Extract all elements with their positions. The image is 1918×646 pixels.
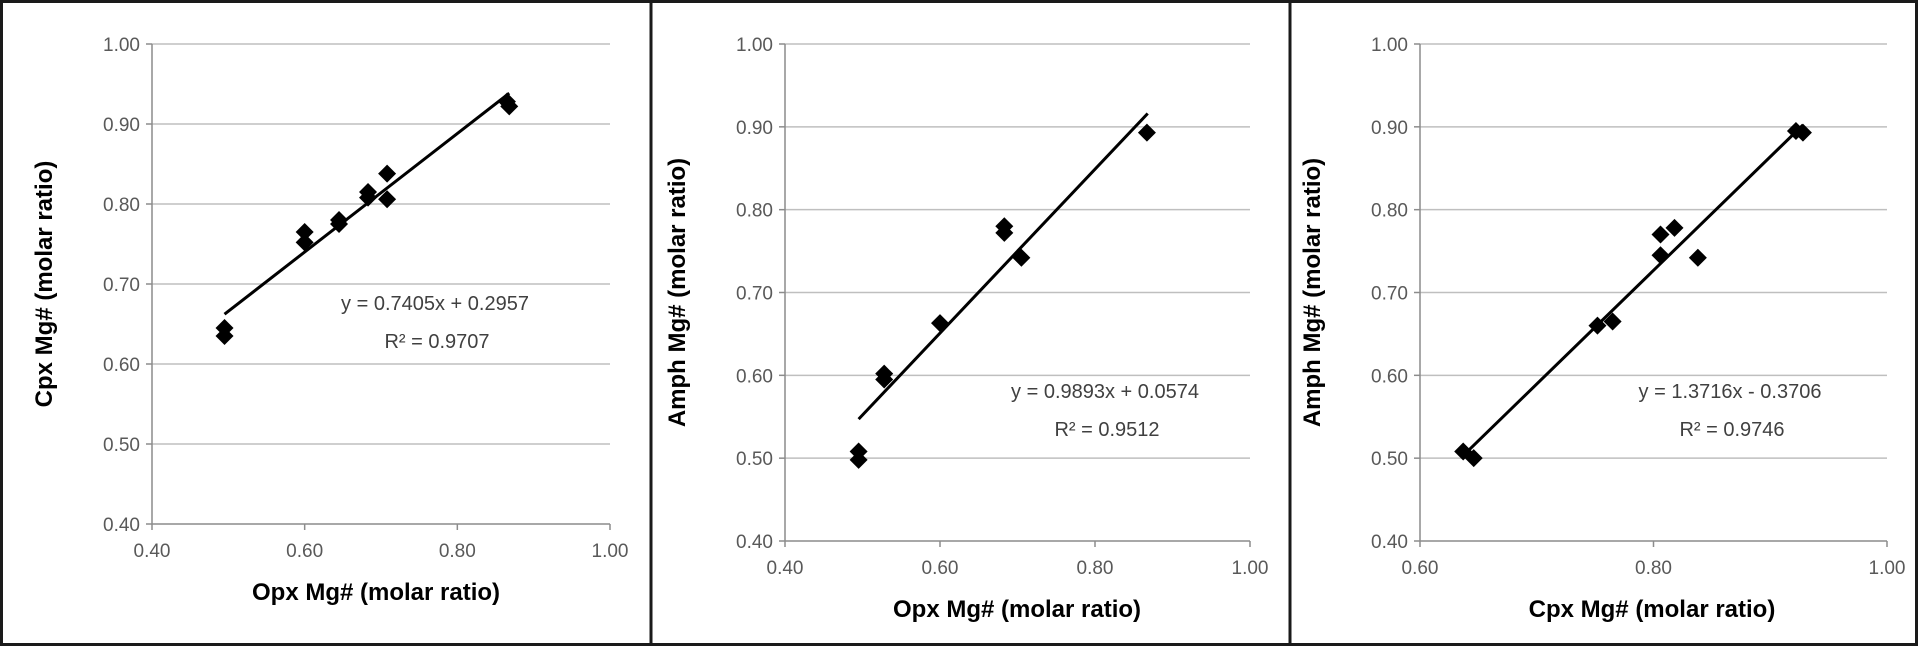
- trendline: [1462, 123, 1804, 457]
- x-tick-label: 1.00: [1869, 558, 1906, 579]
- data-point: [215, 327, 234, 345]
- x-tick-label: 0.40: [134, 541, 171, 562]
- y-tick-label: 0.90: [736, 118, 773, 139]
- data-point: [1012, 248, 1031, 267]
- data-point: [875, 370, 894, 389]
- x-axis-title: Opx Mg# (molar ratio): [252, 579, 500, 606]
- y-tick-label: 0.50: [103, 435, 140, 456]
- x-axis-title: Cpx Mg# (molar ratio): [1529, 596, 1776, 623]
- data-point: [1464, 449, 1483, 468]
- trendline-equation: y = 0.9893x + 0.0574: [1011, 381, 1199, 403]
- data-point: [1665, 218, 1684, 237]
- x-tick-label: 0.40: [767, 558, 804, 579]
- y-tick-label: 0.70: [103, 275, 140, 296]
- chart-panel-3: 0.40 0.50 0.60 0.70 0.80 0.90 1.00 0.60 0.80 1.00…: [1299, 35, 1905, 623]
- y-tick-label: 0.50: [1371, 449, 1408, 470]
- y-tick-label: 0.60: [103, 355, 140, 376]
- x-axis-title: Opx Mg# (molar ratio): [893, 596, 1141, 623]
- y-tick-label: 0.80: [1371, 201, 1408, 222]
- trendline-equation: y = 0.7405x + 0.2957: [341, 293, 529, 315]
- data-point: [1588, 316, 1607, 335]
- r-squared-label: R² = 0.9746: [1679, 419, 1784, 441]
- y-tick-label: 0.90: [1371, 118, 1408, 139]
- data-point: [378, 190, 397, 209]
- y-tick-label: 0.50: [736, 449, 773, 470]
- trendline-equation: y = 1.3716x - 0.3706: [1639, 381, 1822, 403]
- x-tick-label: 0.80: [1077, 558, 1114, 579]
- data-point: [378, 164, 397, 183]
- data-point: [500, 97, 519, 116]
- chart-panel-1: 0.40 0.50 0.60 0.70 0.80 0.90 1.00 0.40 0.60 0.80…: [31, 35, 628, 606]
- data-point: [1793, 123, 1812, 142]
- y-tick-label: 0.90: [103, 115, 140, 136]
- data-point: [1603, 312, 1622, 331]
- r-squared-label: R² = 0.9512: [1054, 419, 1159, 441]
- x-tick-label: 0.60: [922, 558, 959, 579]
- data-point: [995, 223, 1014, 242]
- y-axis-title: Amph Mg# (molar ratio): [664, 158, 691, 427]
- data-point: [931, 314, 949, 333]
- data-point: [295, 233, 314, 252]
- y-tick-label: 0.70: [736, 284, 773, 305]
- y-tick-label: 0.80: [736, 201, 773, 222]
- r-squared-label: R² = 0.9707: [384, 331, 489, 353]
- x-tick-label: 0.80: [1635, 558, 1672, 579]
- x-tick-label: 0.60: [1402, 558, 1439, 579]
- y-tick-label: 0.60: [736, 366, 773, 387]
- y-tick-label: 0.80: [103, 195, 140, 216]
- data-point: [849, 450, 868, 469]
- x-tick-label: 1.00: [1232, 558, 1269, 579]
- data-point: [359, 188, 378, 207]
- x-tick-label: 1.00: [592, 541, 629, 562]
- y-axis-title: Cpx Mg# (molar ratio): [31, 161, 58, 408]
- y-tick-label: 1.00: [736, 35, 773, 56]
- data-point: [1651, 246, 1670, 265]
- data-point: [1137, 123, 1156, 142]
- data-point: [1651, 225, 1670, 244]
- trendline: [857, 112, 1149, 421]
- y-tick-label: 1.00: [103, 35, 140, 56]
- data-point: [295, 223, 314, 241]
- y-tick-label: 0.40: [1371, 532, 1408, 553]
- x-tick-label: 0.80: [439, 541, 476, 562]
- x-tick-label: 0.60: [286, 541, 323, 562]
- chart-panel-2: 0.40 0.50 0.60 0.70 0.80 0.90 1.00 0.40 0.60 0.80…: [664, 35, 1268, 623]
- y-tick-label: 1.00: [1371, 35, 1408, 56]
- data-point: [330, 215, 349, 233]
- y-tick-label: 0.40: [103, 515, 140, 536]
- y-tick-label: 0.40: [736, 532, 773, 553]
- y-tick-label: 0.60: [1371, 366, 1408, 387]
- data-point: [1688, 248, 1707, 267]
- y-axis-title: Amph Mg# (molar ratio): [1299, 158, 1326, 427]
- y-tick-label: 0.70: [1371, 284, 1408, 305]
